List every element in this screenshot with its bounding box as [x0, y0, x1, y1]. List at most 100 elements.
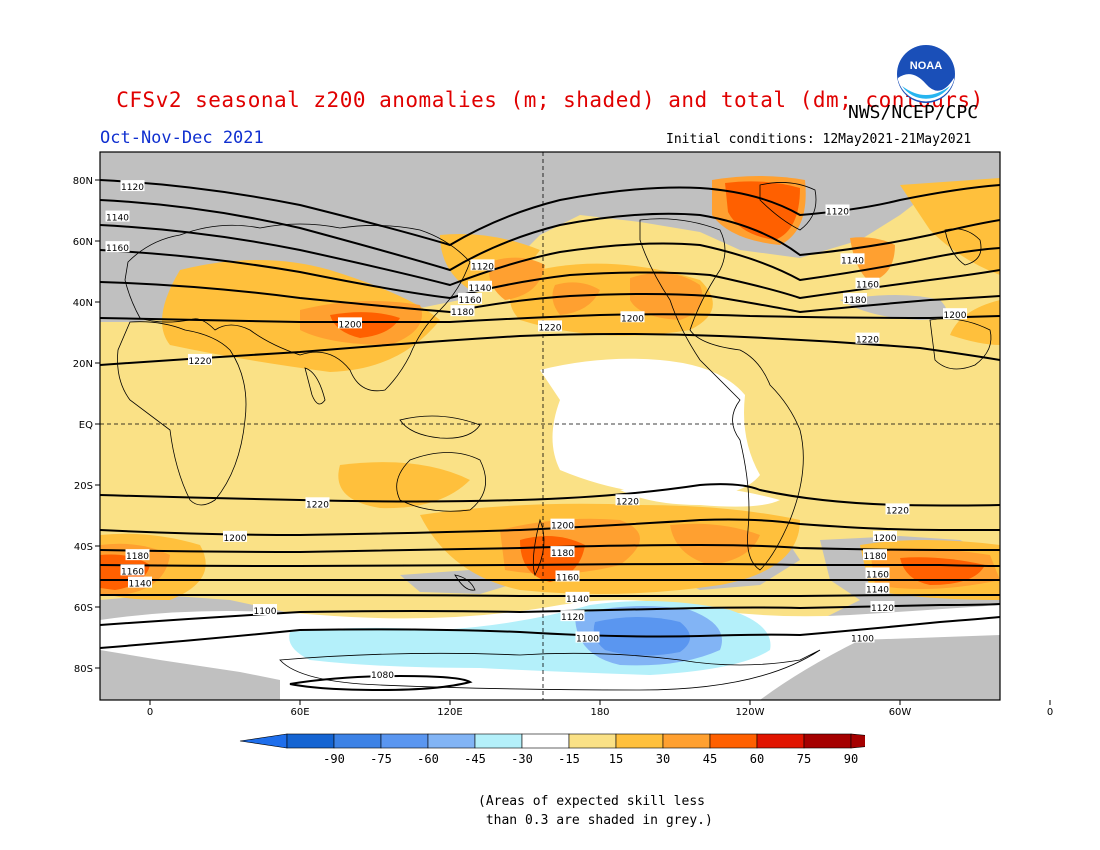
- contour-label: 1140: [468, 280, 492, 294]
- svg-text:1140: 1140: [106, 214, 129, 224]
- colorbar-label: -15: [558, 752, 580, 766]
- colorbar-label: -60: [417, 752, 439, 766]
- svg-text:1140: 1140: [129, 580, 152, 590]
- contour-label: 1180: [550, 546, 575, 559]
- contour-labels: 1120 1140 1160 1120 1140 1160 1180 1200 1220 1200…: [105, 180, 967, 681]
- contour-label: 1200: [223, 530, 247, 544]
- lat-label: 80N: [73, 176, 93, 187]
- colorbar-swatch: [286, 733, 335, 749]
- contour-label: 1080: [370, 668, 395, 681]
- svg-text:1080: 1080: [371, 671, 394, 681]
- contour-label: 1220: [615, 494, 640, 507]
- svg-text:1160: 1160: [856, 281, 879, 291]
- svg-text:1160: 1160: [556, 574, 579, 584]
- svg-text:1200: 1200: [874, 534, 897, 544]
- colorbar-swatch: [333, 733, 382, 749]
- contour-label: 1200: [550, 518, 575, 532]
- svg-text:1160: 1160: [459, 296, 482, 306]
- lon-label: 120W: [736, 707, 765, 718]
- lon-label: 120E: [437, 707, 462, 718]
- colorbar-label: 90: [844, 752, 858, 766]
- svg-text:1200: 1200: [224, 534, 247, 544]
- svg-text:1120: 1120: [871, 604, 894, 614]
- svg-text:1200: 1200: [621, 314, 644, 324]
- contour-label: 1180: [843, 292, 867, 306]
- agency-label: NWS/NCEP/CPC: [848, 102, 979, 123]
- contour-label: 1180: [863, 549, 887, 562]
- contour-label: 1120: [825, 204, 850, 218]
- contour-label: 1100: [850, 631, 875, 645]
- lon-label: 180: [590, 707, 609, 718]
- contour-label: 1220: [188, 353, 212, 367]
- contour-label: 1120: [870, 601, 895, 614]
- colorbar-swatch: [615, 733, 664, 749]
- svg-text:1160: 1160: [106, 244, 129, 254]
- colorbar-label: -90: [323, 752, 345, 766]
- colorbar-label: 60: [750, 752, 764, 766]
- svg-text:1140: 1140: [469, 284, 492, 294]
- colorbar-label: 45: [703, 752, 717, 766]
- lat-label: 20N: [73, 359, 93, 370]
- svg-text:1220: 1220: [856, 336, 879, 346]
- svg-text:1180: 1180: [126, 552, 149, 562]
- colorbar-label: 75: [797, 752, 811, 766]
- anomaly-map: 1120 1140 1160 1120 1140 1160 1180 1200 1220 1200…: [73, 151, 1053, 718]
- contour-label: 1140: [128, 576, 152, 590]
- forecast-period: Oct-Nov-Dec 2021: [100, 128, 264, 148]
- svg-text:1120: 1120: [471, 262, 494, 272]
- contour-label: 1140: [105, 210, 130, 224]
- contour-label: 1100: [575, 631, 600, 645]
- longitude-axis: 0 60E 120E 180 120W 60W 0: [147, 700, 1053, 718]
- contour-label: 1160: [458, 292, 482, 306]
- svg-text:1160: 1160: [121, 567, 144, 577]
- svg-text:1120: 1120: [121, 183, 144, 193]
- svg-text:1220: 1220: [306, 500, 329, 510]
- contour-label: 1220: [855, 332, 880, 346]
- map-title: CFSv2 seasonal z200 anomalies (m; shaded…: [116, 88, 984, 112]
- colorbar-label: -45: [464, 752, 486, 766]
- contour-label: 1180: [450, 305, 475, 318]
- lat-label: 80S: [74, 664, 93, 675]
- svg-text:1220: 1220: [616, 497, 639, 507]
- colorbar-high-arrow: [850, 733, 865, 749]
- svg-text:1180: 1180: [451, 308, 474, 318]
- colorbar-swatch: [709, 733, 758, 749]
- contour-label: 1200: [338, 317, 362, 330]
- anomaly-shading: [100, 152, 1000, 700]
- contour-label: 1140: [565, 591, 590, 605]
- skill-note: (Areas of expected skill less than 0.3 a…: [478, 794, 713, 828]
- svg-text:1220: 1220: [189, 357, 212, 367]
- lon-label: 60W: [889, 707, 912, 718]
- colorbar-swatch: [474, 733, 523, 749]
- colorbar-swatch: [756, 733, 805, 749]
- contour-label: 1220: [885, 503, 910, 516]
- contour-label: 1140: [865, 582, 890, 596]
- contour-label: 1220: [538, 320, 562, 333]
- svg-text:1100: 1100: [576, 635, 599, 645]
- svg-text:1220: 1220: [539, 323, 562, 333]
- lat-label: 20S: [74, 481, 93, 492]
- lon-label: 0: [147, 707, 153, 718]
- lat-label: 60N: [73, 237, 93, 248]
- colorbar-low-arrow: [239, 733, 288, 749]
- svg-text:1200: 1200: [339, 320, 362, 330]
- svg-text:1180: 1180: [864, 552, 887, 562]
- colorbar-swatch: [803, 733, 852, 749]
- contour-label: 1120: [560, 610, 585, 623]
- lat-label: 40N: [73, 298, 93, 309]
- lat-label: EQ: [79, 420, 93, 431]
- contour-label: 1200: [620, 311, 645, 324]
- colorbar-swatch: [568, 733, 617, 749]
- colorbar-label: 30: [656, 752, 670, 766]
- svg-text:1100: 1100: [254, 607, 277, 617]
- lat-label: 60S: [74, 603, 93, 614]
- colorbar-label: -30: [511, 752, 533, 766]
- svg-text:1120: 1120: [826, 208, 849, 218]
- initial-conditions: Initial conditions: 12May2021-21May2021: [666, 132, 972, 147]
- contour-label: 1120: [120, 180, 145, 193]
- svg-text:1120: 1120: [561, 613, 584, 623]
- contour-label: 1200: [873, 530, 897, 544]
- contour-label: 1160: [555, 570, 580, 584]
- svg-text:1160: 1160: [866, 570, 889, 580]
- contour-label: 1200: [943, 308, 967, 321]
